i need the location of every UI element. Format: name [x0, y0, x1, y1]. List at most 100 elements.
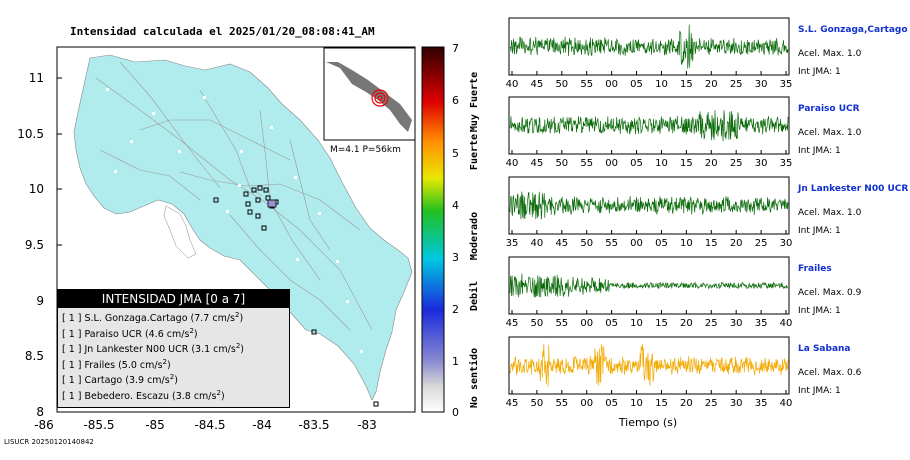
lat-tick: 10.5 — [17, 127, 44, 141]
nicoya-gulf — [163, 205, 197, 259]
seismogram-tick-label: 25 — [755, 238, 768, 249]
legend-station-name: Cartago — [84, 375, 123, 387]
legend-intensity: [ 1 ] — [62, 313, 82, 325]
colorbar-tick: 2 — [452, 303, 459, 316]
legend-unit-exponent: 2 — [216, 388, 221, 397]
station-name: Jn Lankester N00 UCR — [797, 184, 908, 194]
seismogram-tick-label: 40 — [780, 318, 793, 329]
seismogram-tick-label: 20 — [680, 398, 693, 409]
x-axis-label: Tiempo (s) — [618, 416, 677, 429]
seismogram-tick-label: 30 — [730, 398, 743, 409]
seismogram-tick-label: 40 — [506, 79, 519, 90]
seismogram-tick-label: 20 — [705, 79, 718, 90]
seismogram-tick-label: 00 — [605, 158, 618, 169]
seismogram-tick-label: 05 — [605, 398, 618, 409]
seismogram-tick-label: 10 — [680, 238, 693, 249]
colorbar-ticks: 7 6 5 4 3 2 1 0 — [452, 42, 459, 419]
legend-station-name: Bebedero. Escazu — [84, 390, 170, 402]
lat-tick: 10 — [29, 182, 44, 196]
colorbar-label: No sentido — [468, 348, 480, 408]
map-title: Intensidad calculada el 2025/01/20_08:08… — [70, 25, 375, 38]
legend-unit-exponent: 2 — [235, 342, 241, 350]
seismogram-panels: 40 45 50 55 00 05 10 15 20 25 30 35 S.L. Gonzaga,Car… — [506, 17, 908, 409]
seismogram-tick-label: 50 — [555, 79, 568, 90]
station-max-accel: Acel. Max. 1.0 — [798, 49, 862, 59]
legend-intensity: [ 1 ] — [62, 375, 82, 387]
station-max-accel: Acel. Max. 0.6 — [798, 368, 862, 378]
seismogram-tick-label: 20 — [680, 318, 693, 329]
lat-tick: 8.5 — [25, 349, 44, 363]
station-marker — [247, 209, 253, 215]
seismogram-trace — [509, 110, 789, 142]
station-marker — [261, 225, 267, 231]
legend-box: INTENSIDAD JMA [0 a 7] [ 1 ] S.L. Gonzaga… — [57, 289, 290, 408]
legend-station-name: S.L. Gonzaga.Cartago — [84, 313, 188, 325]
seismogram-trace — [509, 273, 789, 298]
legend-intensity: [ 1 ] — [62, 328, 82, 340]
legend-title: INTENSIDAD JMA [0 a 7] — [58, 290, 289, 308]
legend-paren: ) — [220, 390, 225, 402]
lat-tick: 9 — [36, 294, 44, 308]
station-marker — [311, 329, 317, 335]
colorbar — [421, 46, 445, 413]
legend-item: [ 1 ] Cartago (3.9 cm/s2) — [58, 370, 289, 386]
colorbar-label: Debil — [468, 281, 480, 311]
legend-item: [ 1 ] Frailes (5.0 cm/s2) — [58, 355, 289, 371]
lon-tick: -84 — [252, 418, 272, 432]
legend-item: [ 1 ] Bebedero. Escazu (3.8 cm/s2) — [58, 386, 289, 402]
seismogram-tick-label: 10 — [655, 79, 668, 90]
seismogram-tick-label: 30 — [755, 158, 768, 169]
station-marker — [213, 197, 219, 203]
seismogram-tick-label: 15 — [680, 79, 693, 90]
seismogram-tick-label: 35 — [506, 238, 519, 249]
legend-station-name: Jn Lankester N00 UCR — [84, 344, 189, 356]
seismogram-tick-label: 10 — [630, 318, 643, 329]
colorbar-tick: 3 — [452, 251, 459, 264]
legend-paren: ) — [174, 375, 178, 387]
seismogram-tick-label: 55 — [580, 158, 593, 169]
legend-intensity: [ 1 ] — [62, 359, 82, 371]
lat-axis: 11 10.5 10 9.5 9 8.5 8 — [17, 71, 44, 419]
seismogram-tick-label: 55 — [580, 79, 593, 90]
seismogram-tick-label: 15 — [705, 238, 718, 249]
seismogram-tick-label: 35 — [755, 318, 768, 329]
colorbar-tick: 5 — [452, 147, 459, 160]
legend-acceleration: (3.8 cm/s — [172, 390, 217, 402]
seismogram-tick-label: 00 — [630, 238, 643, 249]
seismogram-tick-label: 50 — [531, 318, 544, 329]
seismogram-tick-label: 35 — [780, 158, 793, 169]
station-marker — [245, 201, 251, 207]
legend-item: [ 1 ] Paraiso UCR (4.6 cm/s2) — [58, 324, 289, 340]
seismogram-tick-label: 25 — [730, 79, 743, 90]
station-jma-intensity: Int JMA: 1 — [798, 386, 841, 396]
seismogram-tick-label: 55 — [605, 238, 618, 249]
colorbar-tick: 4 — [452, 199, 459, 212]
seismogram-tick-label: 40 — [531, 238, 544, 249]
legend-rows: [ 1 ] S.L. Gonzaga.Cartago (7.7 cm/s2)[ 1 … — [58, 308, 289, 402]
seismogram-tick-label: 40 — [780, 398, 793, 409]
lon-axis: -86 -85.5 -85 -84.5 -84 -83.5 -83 — [34, 418, 377, 432]
station-name: La Sabana — [798, 344, 851, 354]
seismogram-tick-label: 50 — [555, 158, 568, 169]
colorbar-tick: 6 — [452, 94, 459, 107]
legend-station-name: Frailes — [84, 359, 116, 371]
legend-acceleration: (4.6 cm/s — [144, 328, 190, 340]
seismogram-tick-label: 55 — [555, 398, 568, 409]
colorbar-label: Moderado — [469, 212, 480, 260]
seismogram-tick-label: 00 — [580, 398, 593, 409]
seismogram-tick-label: 25 — [705, 318, 718, 329]
legend-paren: ) — [239, 313, 244, 325]
legend-acceleration: (3.9 cm/s — [125, 375, 170, 387]
legend-item: [ 1 ] S.L. Gonzaga.Cartago (7.7 cm/s2) — [58, 308, 289, 324]
station-marker — [373, 401, 379, 407]
inset-label: M=4.1 P=56km — [330, 145, 401, 155]
station-marker — [257, 185, 263, 191]
station-name: Paraiso UCR — [798, 104, 860, 114]
station-jma-intensity: Int JMA: 1 — [798, 67, 841, 77]
seismogram-tick-label: 15 — [680, 158, 693, 169]
lat-tick: 9.5 — [25, 238, 44, 252]
station-name: S.L. Gonzaga,Cartago — [798, 25, 908, 35]
seismogram-tick-label: 00 — [605, 79, 618, 90]
seismogram-frame — [508, 256, 790, 315]
seismogram-tick-label: 40 — [506, 158, 519, 169]
